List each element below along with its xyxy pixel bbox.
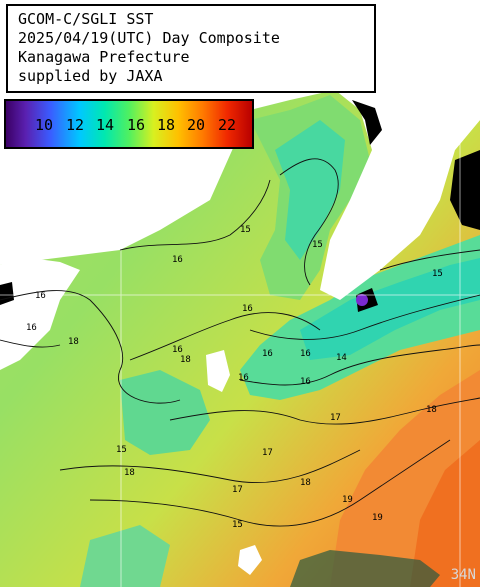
- color-scale-tick: 16: [126, 116, 146, 134]
- contour-label: 15: [232, 520, 243, 530]
- contour-label: 16: [262, 349, 273, 359]
- contour-label: 16: [26, 323, 37, 333]
- contour-label: 16: [300, 349, 311, 359]
- contour-label: 17: [330, 413, 341, 423]
- cool-water-patch-south: [80, 525, 170, 587]
- contour-label: 18: [124, 468, 135, 478]
- date-composite: 2025/04/19(UTC) Day Composite: [18, 29, 280, 47]
- color-scale-tick: 18: [156, 116, 176, 134]
- small-island: [238, 545, 262, 575]
- cold-spot-marker: [356, 294, 368, 306]
- isotherm-contours: [0, 158, 480, 527]
- contour-label: 18: [180, 355, 191, 365]
- contour-label: 15: [432, 269, 443, 279]
- contour-label: 18: [300, 478, 311, 488]
- contour-label: 16: [242, 304, 253, 314]
- color-scale-tick: 20: [186, 116, 206, 134]
- contour-label: 17: [232, 485, 243, 495]
- nodata-bay-edge: [352, 100, 382, 145]
- data-credit: supplied by JAXA: [18, 67, 163, 85]
- title-panel: GCOM-C/SGLI SST 2025/04/19(UTC) Day Comp…: [6, 4, 376, 93]
- region-name: Kanagawa Prefecture: [18, 48, 190, 66]
- contour-label: 16: [172, 255, 183, 265]
- color-scale-tick: 10: [34, 116, 54, 134]
- color-scale-tick: 12: [65, 116, 85, 134]
- color-scale-labels: 10 12 14 16 18 20 22: [6, 116, 252, 136]
- contour-label: 16: [300, 377, 311, 387]
- latitude-label: 34N: [450, 567, 476, 583]
- contour-label: 18: [68, 337, 79, 347]
- color-scale-bar: 10 12 14 16 18 20 22: [4, 99, 254, 149]
- enoshima-island: [206, 350, 230, 392]
- color-scale-tick: 14: [95, 116, 115, 134]
- speckled-nodata-south: [290, 550, 440, 587]
- contour-label: 15: [116, 445, 127, 455]
- warmest-water-region: [410, 440, 480, 587]
- cool-water-patch-west: [120, 370, 210, 455]
- contour-label: 16: [238, 373, 249, 383]
- contour-labels: 15 16 16 18 16 16 18 16 16 17 15 17 18 1…: [26, 225, 443, 530]
- land-miura-west: [0, 258, 80, 370]
- land-northeast: [376, 60, 480, 150]
- contour-label: 15: [312, 240, 323, 250]
- contour-label: 16: [172, 345, 183, 355]
- contour-label: 18: [426, 405, 437, 415]
- contour-label: 14: [336, 353, 347, 363]
- contour-label: 19: [372, 513, 383, 523]
- product-title: GCOM-C/SGLI SST: [18, 10, 154, 28]
- nodata-east-edge: [450, 150, 480, 230]
- contour-label: 17: [262, 448, 273, 458]
- contour-label: 16: [35, 291, 46, 301]
- contour-label: 19: [342, 495, 353, 505]
- contour-label: 15: [240, 225, 251, 235]
- color-scale-tick: 22: [217, 116, 237, 134]
- tokyo-bay-inner: [275, 120, 345, 260]
